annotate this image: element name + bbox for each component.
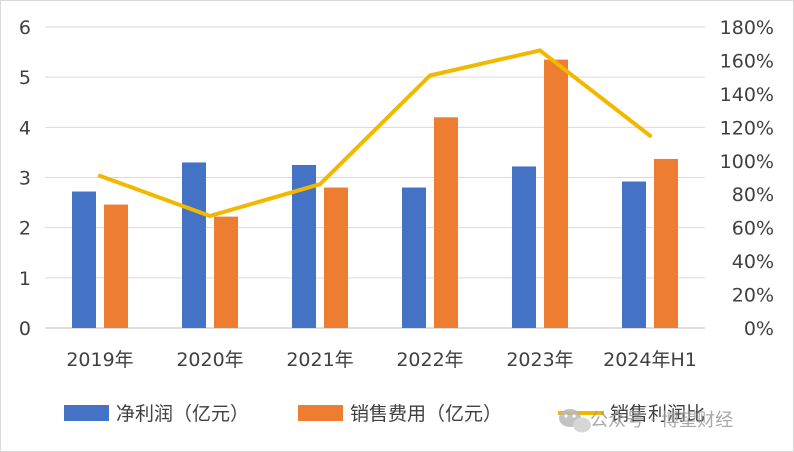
y-left-tick-label: 0 — [19, 318, 31, 340]
x-tick-label: 2021年 — [286, 349, 353, 371]
legend-label: 净利润（亿元） — [116, 403, 249, 425]
y-left-tick-label: 1 — [19, 268, 31, 290]
wechat-icon — [559, 409, 591, 433]
legend: 净利润（亿元） 销售费用（亿元） 销售利润比 — [64, 403, 705, 425]
sales-expense-bar — [214, 216, 238, 328]
x-tick-label: 2019年 — [66, 349, 133, 371]
line-series — [98, 48, 652, 218]
bar-series — [72, 59, 678, 328]
sales-expense-bar — [324, 187, 348, 328]
legend-swatch — [298, 405, 343, 421]
y-right-tick-label: 180% — [720, 17, 774, 39]
y-left-tick-label: 4 — [19, 117, 31, 139]
legend-item: 净利润（亿元） — [64, 403, 249, 425]
y-right-tick-label: 40% — [732, 251, 774, 273]
net-profit-bar — [182, 162, 206, 328]
y-right-tick-label: 60% — [732, 218, 774, 240]
net-profit-bar — [622, 181, 646, 328]
net-profit-bar — [72, 191, 96, 328]
y-left-tick-label: 6 — [19, 17, 31, 39]
net-profit-bar — [512, 166, 536, 328]
net-profit-bar — [402, 187, 426, 328]
sales-expense-bar — [654, 158, 678, 328]
sales-profit-ratio-point — [538, 48, 542, 53]
legend-swatch — [64, 405, 109, 421]
x-tick-label: 2024年H1 — [603, 349, 697, 371]
x-tick-label: 2023年 — [506, 349, 573, 371]
y-right-tick-label: 140% — [720, 84, 774, 106]
y-right-tick-label: 80% — [732, 184, 774, 206]
sales-expense-bar — [434, 117, 458, 328]
y-right-tick-label: 100% — [720, 151, 774, 173]
sales-profit-ratio-point — [98, 173, 102, 178]
legend-item: 销售费用（亿元） — [298, 403, 502, 425]
y-left-tick-label: 2 — [19, 218, 31, 240]
axes: 01234560%20%40%60%80%100%120%140%160%180… — [19, 17, 774, 371]
watermark: 公众号 · 博望财经 — [559, 409, 733, 433]
sales-expense-bar — [544, 59, 568, 328]
y-right-tick-label: 160% — [720, 50, 774, 72]
sales-profit-ratio-point — [428, 73, 432, 78]
gridlines — [45, 26, 705, 329]
legend-label: 销售利润比 — [610, 403, 705, 425]
sales-profit-ratio-line — [98, 48, 652, 218]
legend-label: 销售费用（亿元） — [350, 403, 502, 425]
x-tick-label: 2022年 — [396, 349, 463, 371]
y-right-tick-label: 0% — [744, 318, 774, 340]
x-tick-label: 2020年 — [176, 349, 243, 371]
sales-expense-bar — [104, 204, 128, 328]
watermark-text: 公众号 · 博望财经 — [590, 410, 733, 431]
y-left-tick-label: 3 — [19, 168, 31, 190]
y-right-tick-label: 20% — [732, 285, 774, 307]
sales-profit-ratio-point — [318, 182, 322, 187]
sales-profit-ratio-point — [208, 213, 212, 218]
y-right-tick-label: 120% — [720, 117, 774, 139]
y-left-tick-label: 5 — [19, 67, 31, 89]
sales-profit-ratio-point — [648, 133, 652, 138]
